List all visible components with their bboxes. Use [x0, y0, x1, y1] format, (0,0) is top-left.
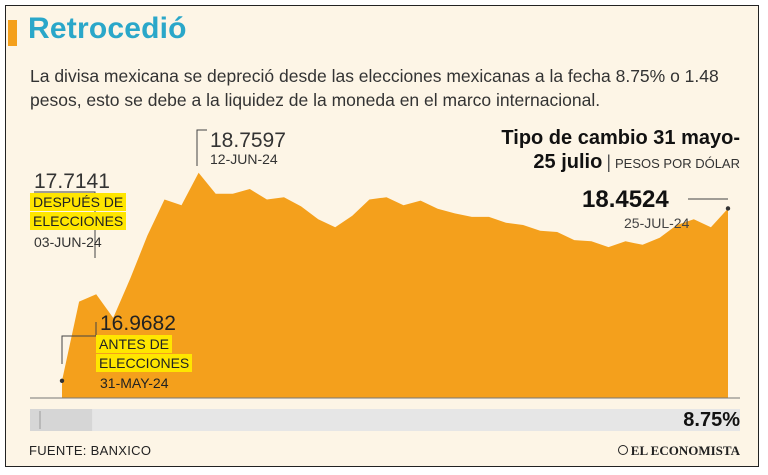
before-leader-line: [61, 322, 97, 364]
annotation-leaders: [34, 129, 728, 364]
page-subtitle: La divisa mexicana se depreció desde las…: [30, 66, 719, 110]
chart-heading: Tipo de cambio 31 mayo- 25 julio | PESOS P…: [501, 126, 740, 176]
chart-heading-line1: Tipo de cambio 31 mayo-: [501, 127, 740, 149]
after-election-label-line1: DESPUÉS DE: [30, 193, 127, 211]
peak-value: 18.7597: [210, 129, 286, 152]
title-accent-bar: [8, 20, 17, 46]
chart-heading-line2-row: 25 julio | PESOS POR DÓLAR: [501, 150, 740, 176]
chart-heading-line2: 25 julio: [533, 151, 603, 173]
end-date: 25-JUL-24: [624, 215, 690, 231]
chart-unit: PESOS POR DÓLAR: [615, 156, 740, 171]
peak-date: 12-JUN-24: [210, 151, 278, 167]
brand-logo: EL ECONOMISTA: [617, 443, 740, 459]
after-election-label-line2: ELECCIONES: [30, 212, 127, 230]
before-election-label-line1: ANTES DE: [96, 335, 173, 353]
heading-separator: |: [606, 152, 612, 172]
page-title: Retrocedió: [28, 12, 187, 45]
end-value: 18.4524: [582, 186, 669, 213]
progress-fill: [30, 409, 93, 431]
before-election-value: 16.9682: [100, 312, 176, 335]
before-election-date: 31-MAY-24: [100, 375, 169, 391]
exchange-rate-area: [62, 172, 728, 398]
end-point-marker: [725, 206, 731, 211]
after-election-label: DESPUÉS DE ELECCIONES: [30, 193, 127, 231]
source-note: FUENTE: BANXICO: [29, 443, 152, 458]
after-election-value: 17.7141: [34, 170, 110, 193]
before-election-label-line2: ELECCIONES: [96, 354, 193, 372]
before-election-label: ANTES DE ELECCIONES: [96, 335, 193, 373]
depreciation-percent: 8.75%: [683, 409, 740, 431]
progress-track: [30, 409, 740, 431]
peak-leader-line: [196, 129, 207, 166]
start-point-marker: [59, 378, 65, 383]
after-leader-line: [34, 191, 96, 258]
brand-name: EL ECONOMISTA: [630, 443, 740, 458]
after-election-date: 03-JUN-24: [34, 234, 102, 250]
brand-icon: [617, 445, 628, 455]
